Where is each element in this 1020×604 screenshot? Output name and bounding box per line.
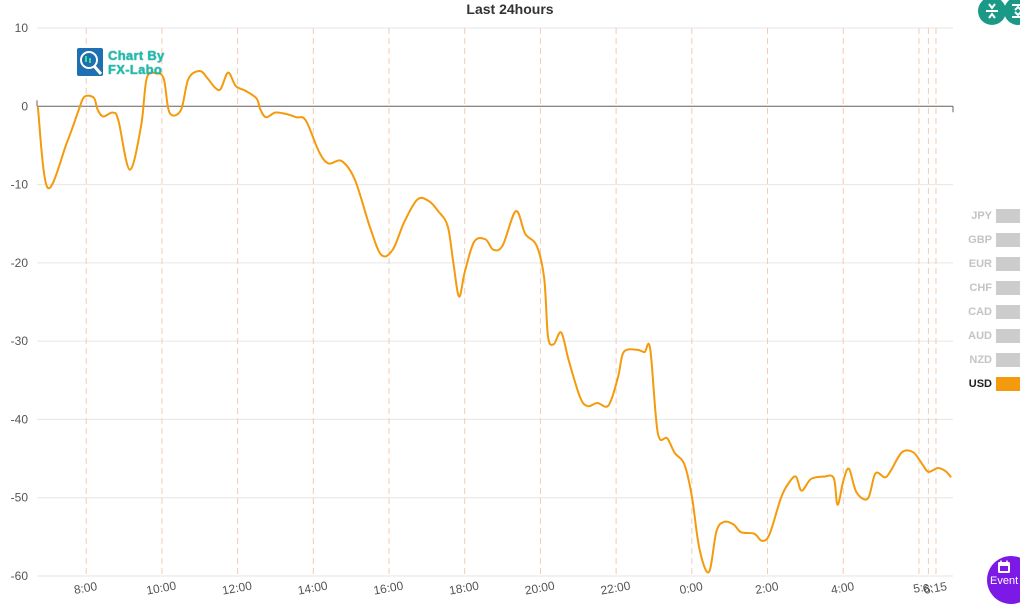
legend: JPY GBP EUR CHF CAD AUD NZD USD bbox=[950, 209, 1020, 401]
legend-label: AUD bbox=[968, 330, 992, 342]
legend-swatch bbox=[996, 305, 1020, 319]
x-tick-label: 14:00 bbox=[297, 579, 329, 597]
logo-line-1: Chart By bbox=[108, 48, 165, 63]
y-tick-label: -60 bbox=[11, 569, 29, 583]
y-tick-label: 10 bbox=[15, 21, 29, 35]
y-tick-label: -10 bbox=[11, 178, 29, 192]
x-tick-label: 12:00 bbox=[221, 579, 253, 597]
fxlabo-logo: Chart By FX-Labo bbox=[77, 48, 177, 80]
compress-icon[interactable] bbox=[978, 0, 1006, 25]
expand-icon[interactable] bbox=[1004, 0, 1020, 25]
legend-item-cad[interactable]: CAD bbox=[950, 305, 1020, 329]
legend-label: EUR bbox=[968, 258, 992, 270]
horizontal-gridlines bbox=[37, 27, 953, 577]
y-tick-label: -30 bbox=[11, 334, 29, 348]
legend-label: CHF bbox=[969, 282, 992, 294]
x-tick-label: 0:00 bbox=[678, 579, 704, 597]
x-tick-label: 6:15 bbox=[923, 579, 949, 597]
event-button[interactable]: Event bbox=[987, 556, 1020, 604]
legend-label: JPY bbox=[971, 210, 992, 222]
x-tick-label: 10:00 bbox=[145, 579, 177, 597]
x-tick-label: 20:00 bbox=[524, 579, 556, 597]
x-tick-label: 6: bbox=[922, 580, 934, 596]
legend-swatch bbox=[996, 281, 1020, 295]
x-axis-ticks: 8:00 10:00 12:00 14:00 16:00 18:00 20:00 22:00 0… bbox=[73, 579, 949, 597]
legend-item-gbp[interactable]: GBP bbox=[950, 233, 1020, 257]
x-tick-label: 18:00 bbox=[448, 579, 480, 597]
legend-item-eur[interactable]: EUR bbox=[950, 257, 1020, 281]
legend-swatch bbox=[996, 377, 1020, 391]
x-tick-label: 4:00 bbox=[830, 579, 856, 597]
legend-item-aud[interactable]: AUD bbox=[950, 329, 1020, 353]
logo-chart-icon bbox=[77, 48, 103, 76]
legend-item-nzd[interactable]: NZD bbox=[950, 353, 1020, 377]
event-button-label: Event bbox=[990, 575, 1019, 587]
legend-swatch bbox=[996, 233, 1020, 247]
logo-line-2: FX-Labo bbox=[108, 62, 163, 77]
vertical-gridlines bbox=[85, 28, 937, 576]
legend-item-chf[interactable]: CHF bbox=[950, 281, 1020, 305]
series-line-usd bbox=[36, 70, 952, 574]
x-tick-label: 22:00 bbox=[599, 579, 631, 597]
y-tick-label: -50 bbox=[11, 491, 29, 505]
series-group bbox=[36, 70, 952, 574]
y-tick-label: 0 bbox=[21, 99, 28, 113]
chart-title: Last 24hours bbox=[466, 1, 554, 17]
legend-swatch bbox=[996, 209, 1020, 223]
legend-label: CAD bbox=[968, 306, 992, 318]
legend-label: USD bbox=[968, 378, 992, 390]
calendar-icon bbox=[998, 560, 1010, 573]
zero-axis bbox=[36, 100, 954, 113]
y-tick-label: -40 bbox=[11, 412, 29, 426]
y-axis-ticks: 10 0 -10 -20 -30 -40 -50 -60 bbox=[11, 21, 29, 583]
legend-swatch bbox=[996, 329, 1020, 343]
legend-item-usd[interactable]: USD bbox=[950, 377, 1020, 401]
x-tick-label: 5: bbox=[912, 580, 924, 596]
legend-swatch bbox=[996, 257, 1020, 271]
x-tick-label: 8:00 bbox=[73, 579, 99, 597]
x-tick-label: 2:00 bbox=[754, 579, 780, 597]
legend-label: NZD bbox=[969, 354, 992, 366]
legend-swatch bbox=[996, 353, 1020, 367]
x-tick-label: 16:00 bbox=[372, 579, 404, 597]
legend-item-jpy[interactable]: JPY bbox=[950, 209, 1020, 233]
y-tick-label: -20 bbox=[11, 256, 29, 270]
legend-label: GBP bbox=[968, 234, 992, 246]
